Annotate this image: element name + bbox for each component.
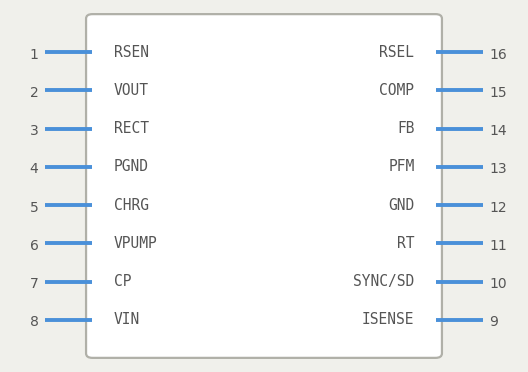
FancyBboxPatch shape [86, 14, 442, 358]
Text: 15: 15 [489, 86, 507, 100]
Text: CHRG: CHRG [114, 198, 148, 213]
Text: PFM: PFM [388, 159, 414, 174]
Text: 9: 9 [489, 315, 498, 330]
Text: RT: RT [397, 236, 414, 251]
Text: 7: 7 [30, 277, 39, 291]
Text: VIN: VIN [114, 312, 140, 327]
Text: 5: 5 [30, 201, 39, 215]
Text: 10: 10 [489, 277, 507, 291]
Text: SYNC/SD: SYNC/SD [353, 274, 414, 289]
Text: 8: 8 [30, 315, 39, 330]
Text: 4: 4 [30, 163, 39, 176]
Text: RECT: RECT [114, 121, 148, 136]
Text: CP: CP [114, 274, 131, 289]
Text: VPUMP: VPUMP [114, 236, 157, 251]
Text: 11: 11 [489, 239, 507, 253]
Text: GND: GND [388, 198, 414, 213]
Text: 3: 3 [30, 124, 39, 138]
Text: COMP: COMP [380, 83, 414, 98]
Text: ISENSE: ISENSE [362, 312, 414, 327]
Text: RSEN: RSEN [114, 45, 148, 60]
Text: 16: 16 [489, 48, 507, 62]
Text: RSEL: RSEL [380, 45, 414, 60]
Text: 6: 6 [30, 239, 39, 253]
Text: 12: 12 [489, 201, 507, 215]
Text: 1: 1 [30, 48, 39, 62]
Text: 2: 2 [30, 86, 39, 100]
Text: VOUT: VOUT [114, 83, 148, 98]
Text: 13: 13 [489, 163, 507, 176]
Text: FB: FB [397, 121, 414, 136]
Text: PGND: PGND [114, 159, 148, 174]
Text: 14: 14 [489, 124, 507, 138]
